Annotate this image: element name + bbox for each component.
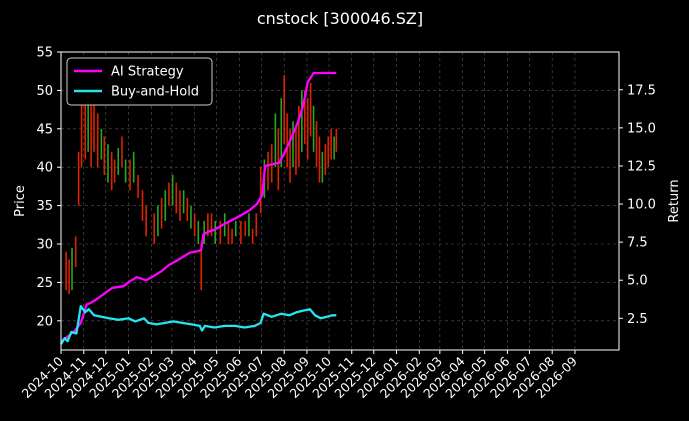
y-left-tick-label: 35 (36, 199, 53, 214)
return-lines (60, 71, 337, 345)
y-right-tick-label: 2.5 (627, 312, 648, 327)
ai-strategy-line (60, 71, 337, 343)
y-left-tick-label: 45 (36, 122, 53, 137)
y-left-tick-label: 50 (36, 84, 53, 99)
y-right-tick-label: 7.5 (627, 236, 648, 251)
y-right-tick-label: 5.0 (627, 274, 648, 289)
legend: AI Strategy Buy-and-Hold (66, 57, 213, 106)
y-axis-right-label: Return (667, 179, 682, 222)
candlestick-series (65, 75, 338, 294)
y-axis-right: 2.5 5.0 7.5 10.0 12.5 15.0 17.5 (619, 83, 656, 327)
y-axis-left-label: Price (13, 185, 28, 217)
y-left-tick-label: 30 (36, 238, 53, 253)
y-left-tick-label: 25 (36, 276, 53, 291)
y-right-tick-label: 12.5 (627, 159, 656, 174)
chart-title: cnstock [300046.SZ] (257, 9, 423, 28)
y-axis-left: 20 25 30 35 40 45 50 55 (36, 46, 61, 329)
y-right-tick-label: 10.0 (627, 198, 656, 213)
y-left-tick-label: 55 (36, 46, 53, 61)
legend-box (66, 57, 213, 106)
y-right-tick-label: 17.5 (627, 83, 656, 98)
buy-and-hold-line (60, 304, 337, 345)
legend-ai-strategy-label: AI Strategy (111, 65, 184, 80)
plot-frame (60, 51, 620, 351)
y-left-tick-label: 20 (36, 314, 53, 329)
y-right-tick-label: 15.0 (627, 121, 656, 136)
legend-buy-and-hold-label: Buy-and-Hold (111, 85, 199, 100)
y-left-tick-label: 40 (36, 161, 53, 176)
